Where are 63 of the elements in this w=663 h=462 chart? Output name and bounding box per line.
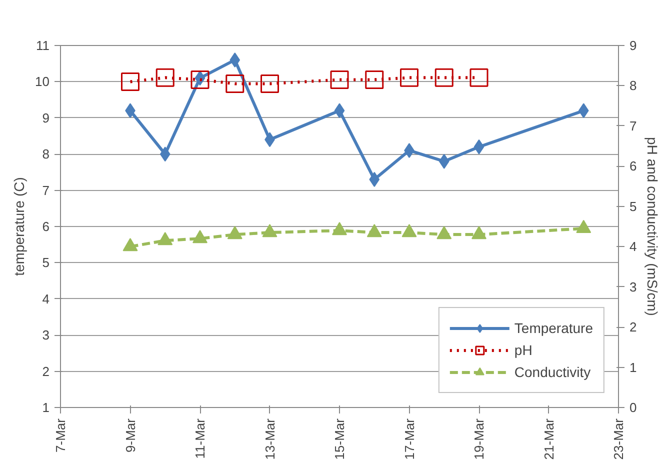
y-tick-label: 6 [42,219,50,234]
y2-tick-label: 4 [630,239,637,254]
point [156,68,174,87]
y-tick-label: 5 [42,255,50,270]
point [226,74,244,93]
y2-axis-title: pH and conductivity (mS/cm) [644,137,661,316]
point [334,103,345,118]
y-axis-title: temperature (C) [11,177,28,276]
x-tick-label: 23-Mar [611,418,626,460]
point [121,72,140,91]
point [472,226,486,240]
y-tick-label: 7 [42,182,50,198]
y-tick-label: 11 [36,38,50,53]
y-tick-label: 3 [42,328,50,343]
y-tick-label: 10 [35,74,50,90]
point [365,70,384,89]
point [227,226,242,240]
point [400,68,418,87]
y2-tick-label: 2 [630,320,637,335]
point [190,70,210,89]
point [230,52,240,68]
point [438,154,450,169]
point [470,68,488,87]
point [122,238,138,252]
y2-tick-label: 8 [630,78,637,94]
x-tick-label: 21-Mar [541,418,556,460]
y2-tick-label: 1 [630,360,637,375]
x-tick-label: 17-Mar [402,418,417,460]
point [366,224,382,238]
x-tick-label: 13-Mar [262,418,278,460]
point [576,220,592,234]
x-tick-label: 9-Mar [122,418,138,452]
x-tick-label: 7-Mar [53,418,68,452]
legend-label: Conductivity [514,364,591,380]
point [332,222,347,236]
point [436,226,452,240]
point [262,224,278,238]
y-tick-label: 1 [42,400,50,415]
y-tick-label: 8 [42,146,50,162]
point [474,139,484,154]
y2-tick-label: 7 [630,118,637,134]
legend-label: Temperature [514,320,593,336]
point [158,232,173,246]
point [402,224,417,238]
y2-tick-label: 5 [630,198,637,214]
x-tick-label: 19-Mar [472,418,486,460]
point [330,70,349,89]
y2-tick-label: 0 [630,400,637,415]
point [578,103,589,118]
point [434,68,454,87]
y-tick-label: 4 [42,291,50,306]
point [260,74,279,93]
y2-tick-label: 6 [630,158,637,174]
legend-label: pH [514,342,534,358]
x-tick-label: 11-Mar [192,418,208,459]
point [192,230,208,244]
x-tick-label: 15-Mar [332,418,347,460]
y2-tick-label: 3 [630,279,637,294]
y2-tick-label: 9 [630,38,637,53]
point [369,172,380,187]
y-tick-label: 2 [42,364,50,379]
y-tick-label: 9 [42,110,50,126]
point [160,146,170,162]
